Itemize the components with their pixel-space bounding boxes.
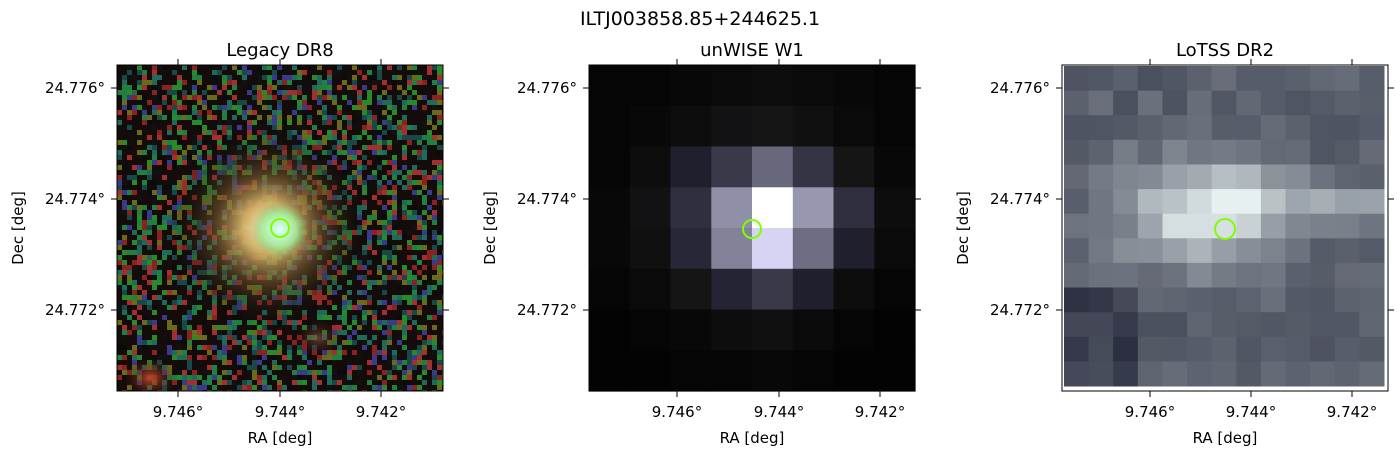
x-ticks: 9.746° 9.744° 9.742°	[1125, 59, 1377, 421]
panel-unwise-w1: unWISE W1 9.746° 9.744° 9.742° 24.776°	[481, 40, 921, 447]
x-ticks: 9.746° 9.744° 9.742°	[652, 59, 905, 421]
panel-title: Legacy DR8	[226, 40, 333, 61]
y-axis-label: Dec [deg]	[481, 191, 499, 265]
y-tick-label: 24.776°	[990, 79, 1050, 97]
y-tick-label: 24.772°	[990, 301, 1050, 319]
x-tick-label: 9.744°	[255, 403, 305, 421]
x-tick-label: 9.742°	[356, 403, 406, 421]
y-tick-label: 24.774°	[45, 190, 105, 208]
figure-title: ILTJ003858.85+244625.1	[579, 8, 821, 30]
x-tick-label: 9.746°	[1125, 403, 1175, 421]
x-ticks: 9.746° 9.744° 9.742°	[153, 59, 406, 421]
x-axis-label: RA [deg]	[248, 429, 313, 447]
lotss-image	[1062, 65, 1388, 391]
y-axis-label: Dec [deg]	[954, 191, 972, 265]
y-ticks: 24.776° 24.774° 24.772°	[45, 79, 449, 319]
panel-title: unWISE W1	[700, 40, 804, 61]
y-axis-label: Dec [deg]	[9, 191, 27, 265]
y-tick-label: 24.772°	[517, 301, 577, 319]
panel-title: LoTSS DR2	[1176, 40, 1274, 61]
x-tick-label: 9.746°	[153, 403, 203, 421]
y-tick-label: 24.776°	[517, 79, 577, 97]
source-marker	[270, 218, 290, 238]
x-axis-label: RA [deg]	[720, 429, 785, 447]
y-tick-label: 24.774°	[517, 190, 577, 208]
panel-lotss-dr2: LoTSS DR2 9.746° 9.744° 9.742° 24.776°	[954, 40, 1394, 447]
x-axis-label: RA [deg]	[1193, 429, 1258, 447]
y-tick-label: 24.776°	[45, 79, 105, 97]
x-tick-label: 9.744°	[754, 403, 804, 421]
unwise-image	[589, 65, 916, 392]
panel-legacy-dr8: Legacy DR8 9.746° 9.744° 9.742°	[9, 40, 449, 447]
source-marker	[1214, 218, 1236, 240]
x-tick-label: 9.742°	[855, 403, 905, 421]
y-tick-label: 24.774°	[990, 190, 1050, 208]
legacy-image	[117, 65, 443, 391]
y-ticks: 24.776° 24.774° 24.772°	[990, 79, 1394, 319]
x-tick-label: 9.744°	[1226, 403, 1276, 421]
y-tick-label: 24.772°	[45, 301, 105, 319]
y-ticks: 24.776° 24.774° 24.772°	[517, 79, 921, 319]
x-tick-label: 9.742°	[1327, 403, 1377, 421]
x-tick-label: 9.746°	[652, 403, 702, 421]
source-marker	[742, 219, 762, 239]
